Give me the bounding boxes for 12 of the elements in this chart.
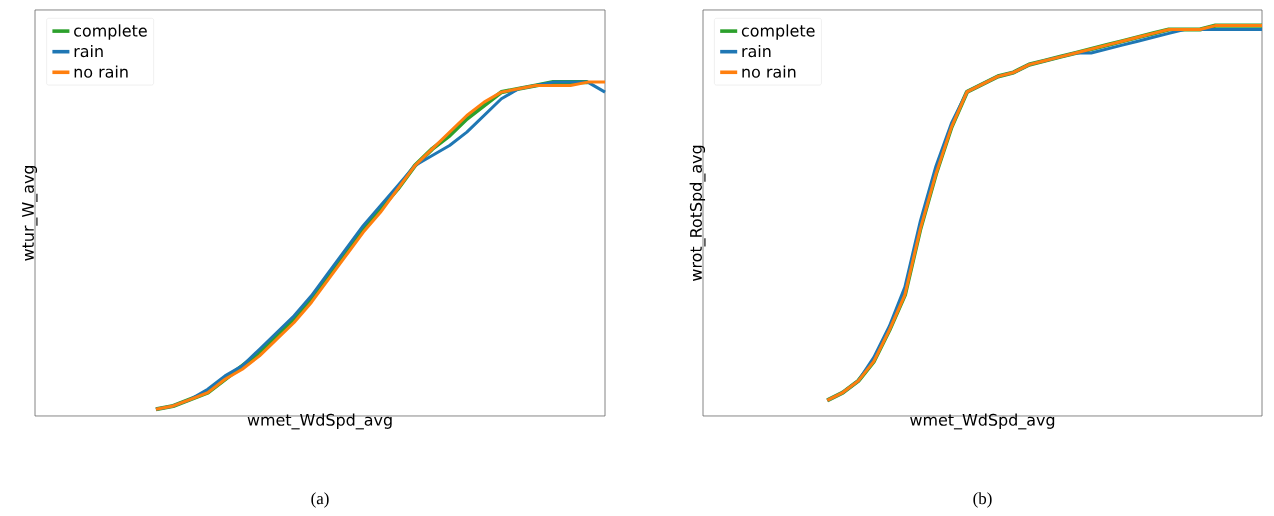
- legend-label: complete: [741, 24, 815, 40]
- legend-label: rain: [742, 44, 771, 58]
- legend-label: no rain: [742, 65, 796, 78]
- text: (b): [973, 492, 992, 508]
- text: (a): [311, 492, 329, 508]
- legend-label: rain: [74, 44, 103, 58]
- x-axis-title: wmet_WdSpd_avg: [247, 413, 392, 430]
- x-axis-title: wmet_WdSpd_avg: [910, 413, 1055, 430]
- y-axis-title: wrot_RotSpd_avg: [689, 145, 706, 281]
- legend-label: complete: [74, 24, 147, 40]
- legend-label: no rain: [74, 65, 128, 78]
- y-axis-title: wtur_W_avg: [22, 165, 38, 261]
